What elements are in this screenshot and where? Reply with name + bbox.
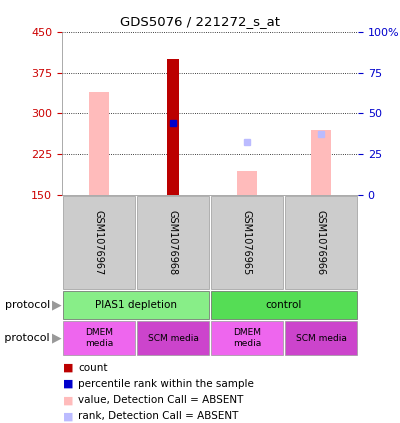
Bar xyxy=(63,196,135,289)
Text: rank, Detection Call = ABSENT: rank, Detection Call = ABSENT xyxy=(78,411,238,421)
Text: ■: ■ xyxy=(63,411,74,421)
Text: PIAS1 depletion: PIAS1 depletion xyxy=(95,300,177,310)
Text: value, Detection Call = ABSENT: value, Detection Call = ABSENT xyxy=(78,395,243,405)
Bar xyxy=(285,321,357,355)
Text: GDS5076 / 221272_s_at: GDS5076 / 221272_s_at xyxy=(120,15,280,28)
Text: GSM1076966: GSM1076966 xyxy=(316,210,326,275)
Bar xyxy=(89,92,109,195)
Bar xyxy=(63,321,135,355)
Bar xyxy=(63,291,209,319)
Text: ■: ■ xyxy=(63,363,74,373)
Text: DMEM
media: DMEM media xyxy=(85,329,113,348)
Bar xyxy=(167,59,179,195)
Text: GSM1076968: GSM1076968 xyxy=(168,210,178,275)
Bar xyxy=(137,196,209,289)
Text: DMEM
media: DMEM media xyxy=(233,329,261,348)
Text: SCM media: SCM media xyxy=(296,334,346,343)
Text: GSM1076967: GSM1076967 xyxy=(94,210,104,275)
Text: control: control xyxy=(266,300,302,310)
Text: protocol: protocol xyxy=(5,300,50,310)
Text: SCM media: SCM media xyxy=(148,334,198,343)
Bar xyxy=(237,170,257,195)
Text: percentile rank within the sample: percentile rank within the sample xyxy=(78,379,254,389)
Bar xyxy=(285,196,357,289)
Bar xyxy=(211,291,357,319)
Bar xyxy=(311,130,331,195)
Text: ■: ■ xyxy=(63,395,74,405)
Bar xyxy=(211,321,283,355)
Text: count: count xyxy=(78,363,108,373)
Text: ▶: ▶ xyxy=(52,332,62,345)
Text: GSM1076965: GSM1076965 xyxy=(242,210,252,275)
Text: ▶: ▶ xyxy=(52,299,62,311)
Bar xyxy=(211,196,283,289)
Text: growth protocol: growth protocol xyxy=(0,333,50,343)
Text: ■: ■ xyxy=(63,379,74,389)
Bar xyxy=(137,321,209,355)
